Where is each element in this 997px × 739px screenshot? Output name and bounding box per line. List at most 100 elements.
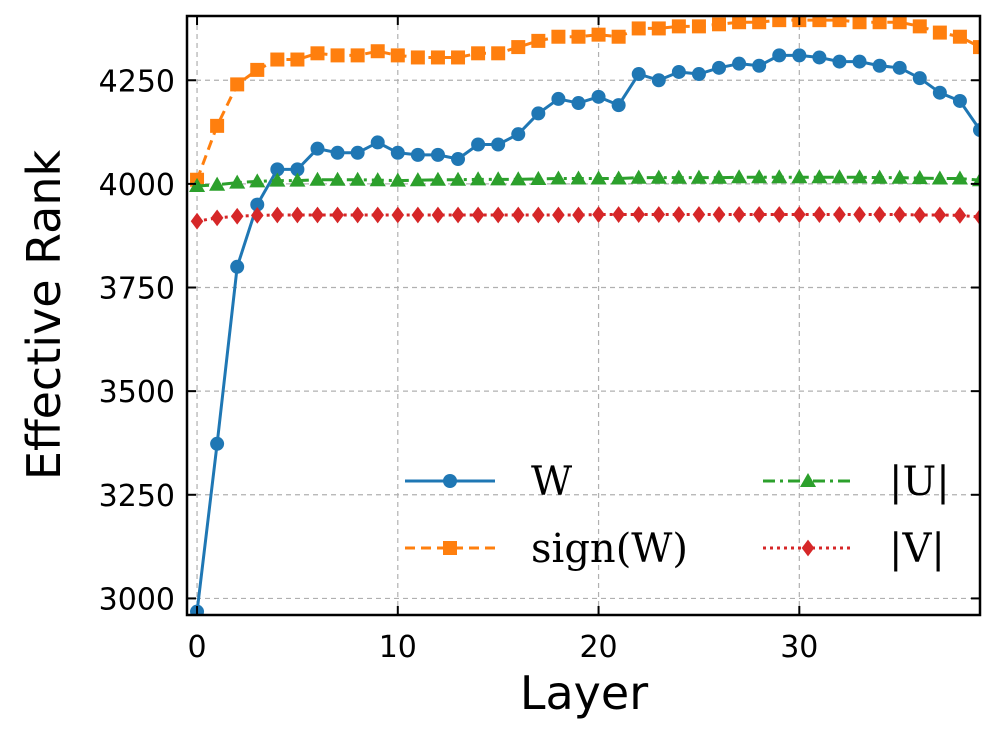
- data-point-u: [289, 172, 306, 187]
- data-point-u: [269, 172, 286, 187]
- data-point-w: [491, 137, 506, 152]
- series-u: [188, 169, 980, 192]
- data-point-u: [550, 170, 567, 185]
- data-point-w: [772, 48, 787, 63]
- data-point-sign-w: [230, 77, 245, 92]
- data-point-w: [350, 145, 365, 160]
- axis-ticks: 0 10 20 30 3000 3250 3500 3750 4000 4250: [99, 16, 980, 665]
- y-tick-label: 3750: [99, 272, 175, 307]
- gridlines: [187, 16, 980, 615]
- data-point-w: [330, 145, 345, 160]
- data-point-sign-w: [973, 40, 980, 55]
- data-point-w: [712, 60, 727, 75]
- data-point-v: [672, 206, 686, 223]
- legend-marker-w: [443, 474, 457, 488]
- data-point-sign-w: [310, 46, 325, 61]
- data-point-w: [591, 89, 606, 104]
- data-point-w: [571, 96, 586, 111]
- data-point-sign-w: [912, 19, 927, 34]
- y-tick-label: 4250: [99, 64, 175, 99]
- data-point-u: [530, 170, 547, 185]
- data-point-v: [371, 206, 385, 224]
- data-point-u: [369, 172, 386, 187]
- data-point-sign-w: [330, 48, 345, 63]
- data-point-u: [911, 170, 928, 185]
- data-point-u: [590, 170, 607, 185]
- data-point-w: [631, 67, 646, 82]
- legend-label-v: |V|: [889, 526, 945, 572]
- x-tick-label: 10: [379, 630, 417, 665]
- data-point-v: [752, 206, 766, 223]
- data-point-u: [731, 169, 748, 184]
- data-point-v: [873, 206, 886, 223]
- data-point-u: [670, 169, 687, 184]
- data-point-sign-w: [671, 19, 686, 34]
- x-tick-label: 20: [579, 630, 617, 665]
- data-point-u: [249, 173, 266, 188]
- data-point-u: [309, 171, 326, 186]
- data-point-u: [389, 172, 406, 187]
- data-point-w: [210, 436, 225, 451]
- data-point-v: [532, 206, 545, 224]
- data-point-u: [429, 171, 446, 186]
- data-point-v: [331, 206, 344, 224]
- y-tick-label: 3000: [99, 582, 175, 617]
- data-point-u: [209, 176, 226, 191]
- data-point-w: [451, 152, 466, 167]
- series-line-sign-w: [195, 18, 980, 181]
- data-point-v: [793, 206, 806, 223]
- data-point-w: [290, 162, 305, 177]
- data-point-u: [751, 169, 768, 184]
- data-point-w: [511, 127, 526, 142]
- data-point-sign-w: [631, 21, 646, 36]
- data-point-v: [652, 206, 666, 223]
- series-line-v: [196, 213, 980, 223]
- data-point-sign-w: [752, 16, 767, 30]
- data-point-w: [531, 106, 546, 121]
- data-point-v: [632, 206, 646, 223]
- data-point-v: [933, 206, 947, 224]
- data-point-sign-w: [451, 50, 466, 65]
- data-point-u: [831, 169, 848, 184]
- data-point-sign-w: [952, 29, 967, 44]
- legend-marker-sign-w: [443, 541, 457, 555]
- plot-frame: [185, 14, 982, 617]
- data-point-v: [411, 206, 425, 224]
- data-point-sign-w: [471, 46, 486, 61]
- data-point-v: [813, 206, 826, 223]
- data-point-sign-w: [290, 52, 305, 67]
- data-point-u: [650, 169, 667, 184]
- legend-marker-u: [799, 472, 817, 488]
- data-point-w: [812, 50, 827, 65]
- data-point-u: [871, 169, 888, 184]
- data-point-u: [710, 169, 728, 184]
- data-point-sign-w: [270, 52, 285, 67]
- data-point-u: [891, 169, 908, 184]
- data-point-sign-w: [491, 46, 506, 61]
- x-tick-label: 30: [780, 630, 818, 665]
- data-point-sign-w: [410, 50, 425, 65]
- data-point-sign-w: [591, 27, 606, 42]
- data-point-sign-w: [611, 29, 626, 44]
- data-point-w: [230, 259, 245, 274]
- legend-item-w: W: [405, 459, 572, 505]
- data-point-u: [791, 169, 808, 184]
- data-point-v: [772, 206, 786, 223]
- data-point-sign-w: [250, 62, 265, 77]
- data-point-v: [210, 209, 224, 227]
- data-point-v: [271, 206, 284, 224]
- data-point-sign-w: [430, 50, 445, 65]
- data-point-sign-w: [691, 19, 706, 34]
- data-point-v: [291, 206, 304, 224]
- data-point-v: [250, 206, 264, 224]
- legend-item-sign-w: sign(W): [405, 526, 688, 572]
- data-point-sign-w: [210, 118, 225, 133]
- data-point-v: [552, 206, 565, 224]
- data-point-sign-w: [390, 48, 405, 63]
- data-point-v: [451, 206, 465, 224]
- data-point-v: [692, 206, 706, 223]
- x-tick-label: 0: [187, 630, 206, 665]
- data-point-sign-w: [651, 21, 666, 36]
- x-axis-title: Layer: [520, 666, 648, 720]
